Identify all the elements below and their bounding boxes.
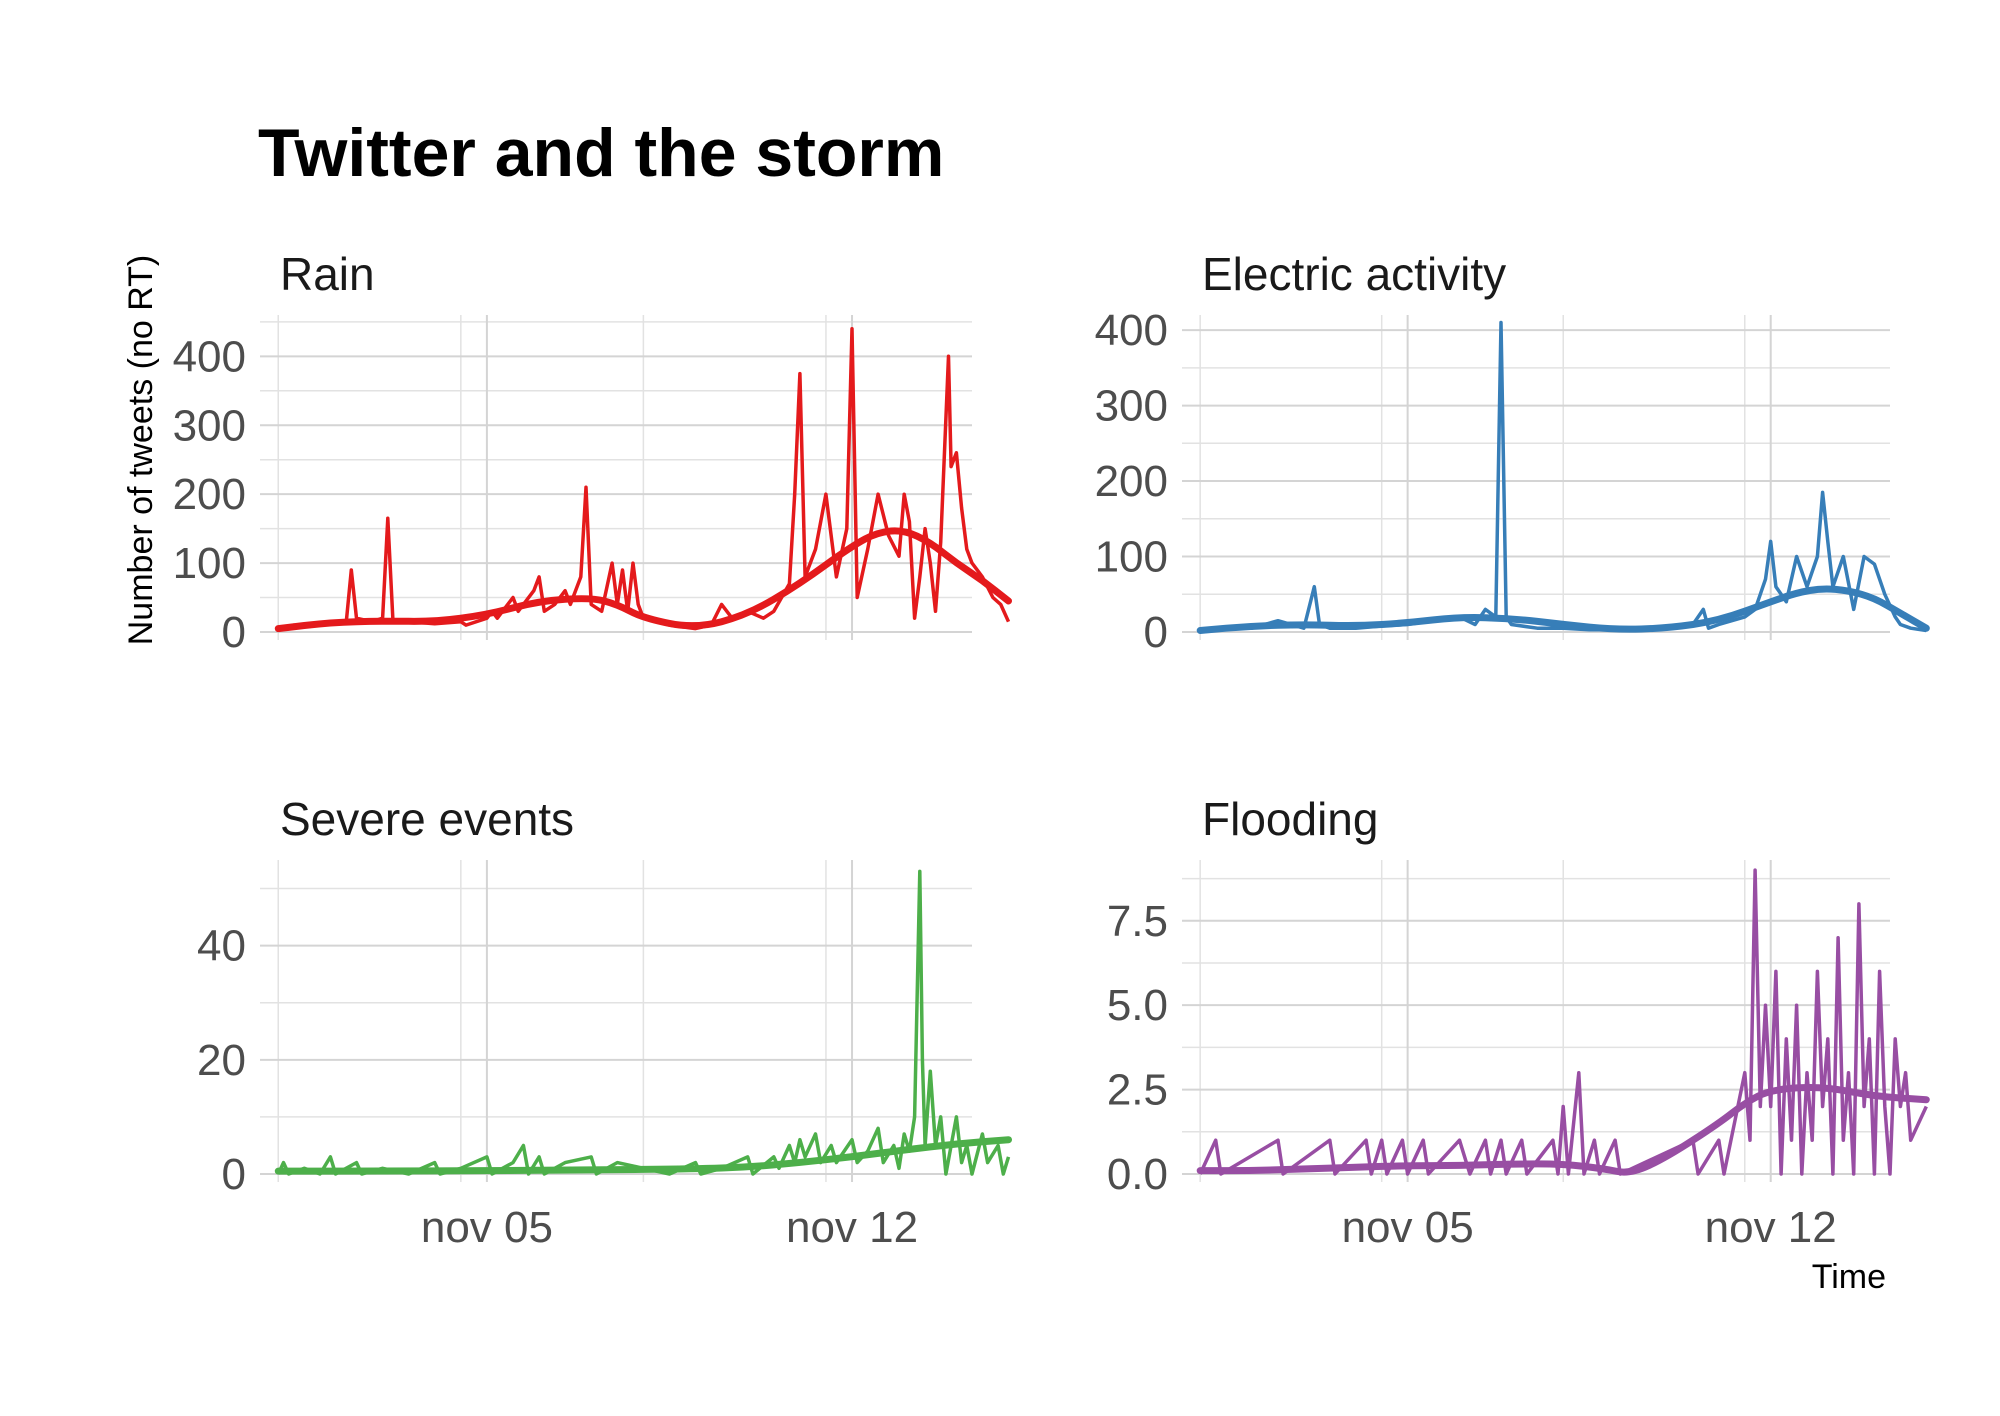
panel-title: Flooding [1202, 793, 1378, 845]
x-tick-label: nov 05 [1342, 1203, 1474, 1252]
panel-electric-activity: 0 100 200 300 400 Electric activity [1095, 248, 1930, 657]
y-tick-label: 300 [173, 401, 246, 450]
panel-rain: 0 100 200 300 400 Rain [173, 248, 1012, 657]
series-line-smooth [1196, 585, 1930, 634]
y-tick-label: 100 [1095, 533, 1168, 582]
series-line-raw [276, 869, 1011, 1176]
y-tick-label: 200 [1095, 457, 1168, 506]
chart-title: Twitter and the storm [258, 115, 944, 191]
x-tick-label: nov 12 [786, 1203, 918, 1252]
series-line-smooth [274, 527, 1012, 633]
x-tick-label: nov 12 [1705, 1203, 1837, 1252]
y-tick-label: 0 [222, 1150, 246, 1199]
y-tick-label: 0.0 [1107, 1150, 1168, 1199]
y-tick-label: 400 [1095, 306, 1168, 355]
y-axis-label: Number of tweets (no RT) [122, 255, 160, 646]
y-tick-label: 300 [1095, 382, 1168, 431]
y-tick-label: 7.5 [1107, 897, 1168, 946]
x-tick-label: nov 05 [421, 1203, 553, 1252]
y-tick-label: 40 [197, 922, 246, 971]
y-tick-label: 200 [173, 470, 246, 519]
y-tick-label: 5.0 [1107, 981, 1168, 1030]
panel-flooding: 0.0 2.5 5.0 7.5 nov 05 nov 12 Flooding [1107, 793, 1930, 1252]
panel-title: Rain [280, 248, 375, 300]
y-tick-label: 400 [173, 332, 246, 381]
panel-title: Electric activity [1202, 248, 1506, 300]
panel-title: Severe events [280, 793, 574, 845]
y-tick-label: 0 [1144, 608, 1168, 657]
series-line-smooth [274, 1136, 1012, 1175]
series-line-smooth [1196, 1083, 1930, 1176]
y-tick-label: 100 [173, 539, 246, 588]
y-tick-label: 20 [197, 1036, 246, 1085]
x-axis-label: Time [1812, 1258, 1886, 1296]
panel-severe-events: 0 20 40 nov 05 nov 12 Severe events [197, 793, 1012, 1252]
y-tick-label: 2.5 [1107, 1066, 1168, 1115]
y-tick-label: 0 [222, 608, 246, 657]
